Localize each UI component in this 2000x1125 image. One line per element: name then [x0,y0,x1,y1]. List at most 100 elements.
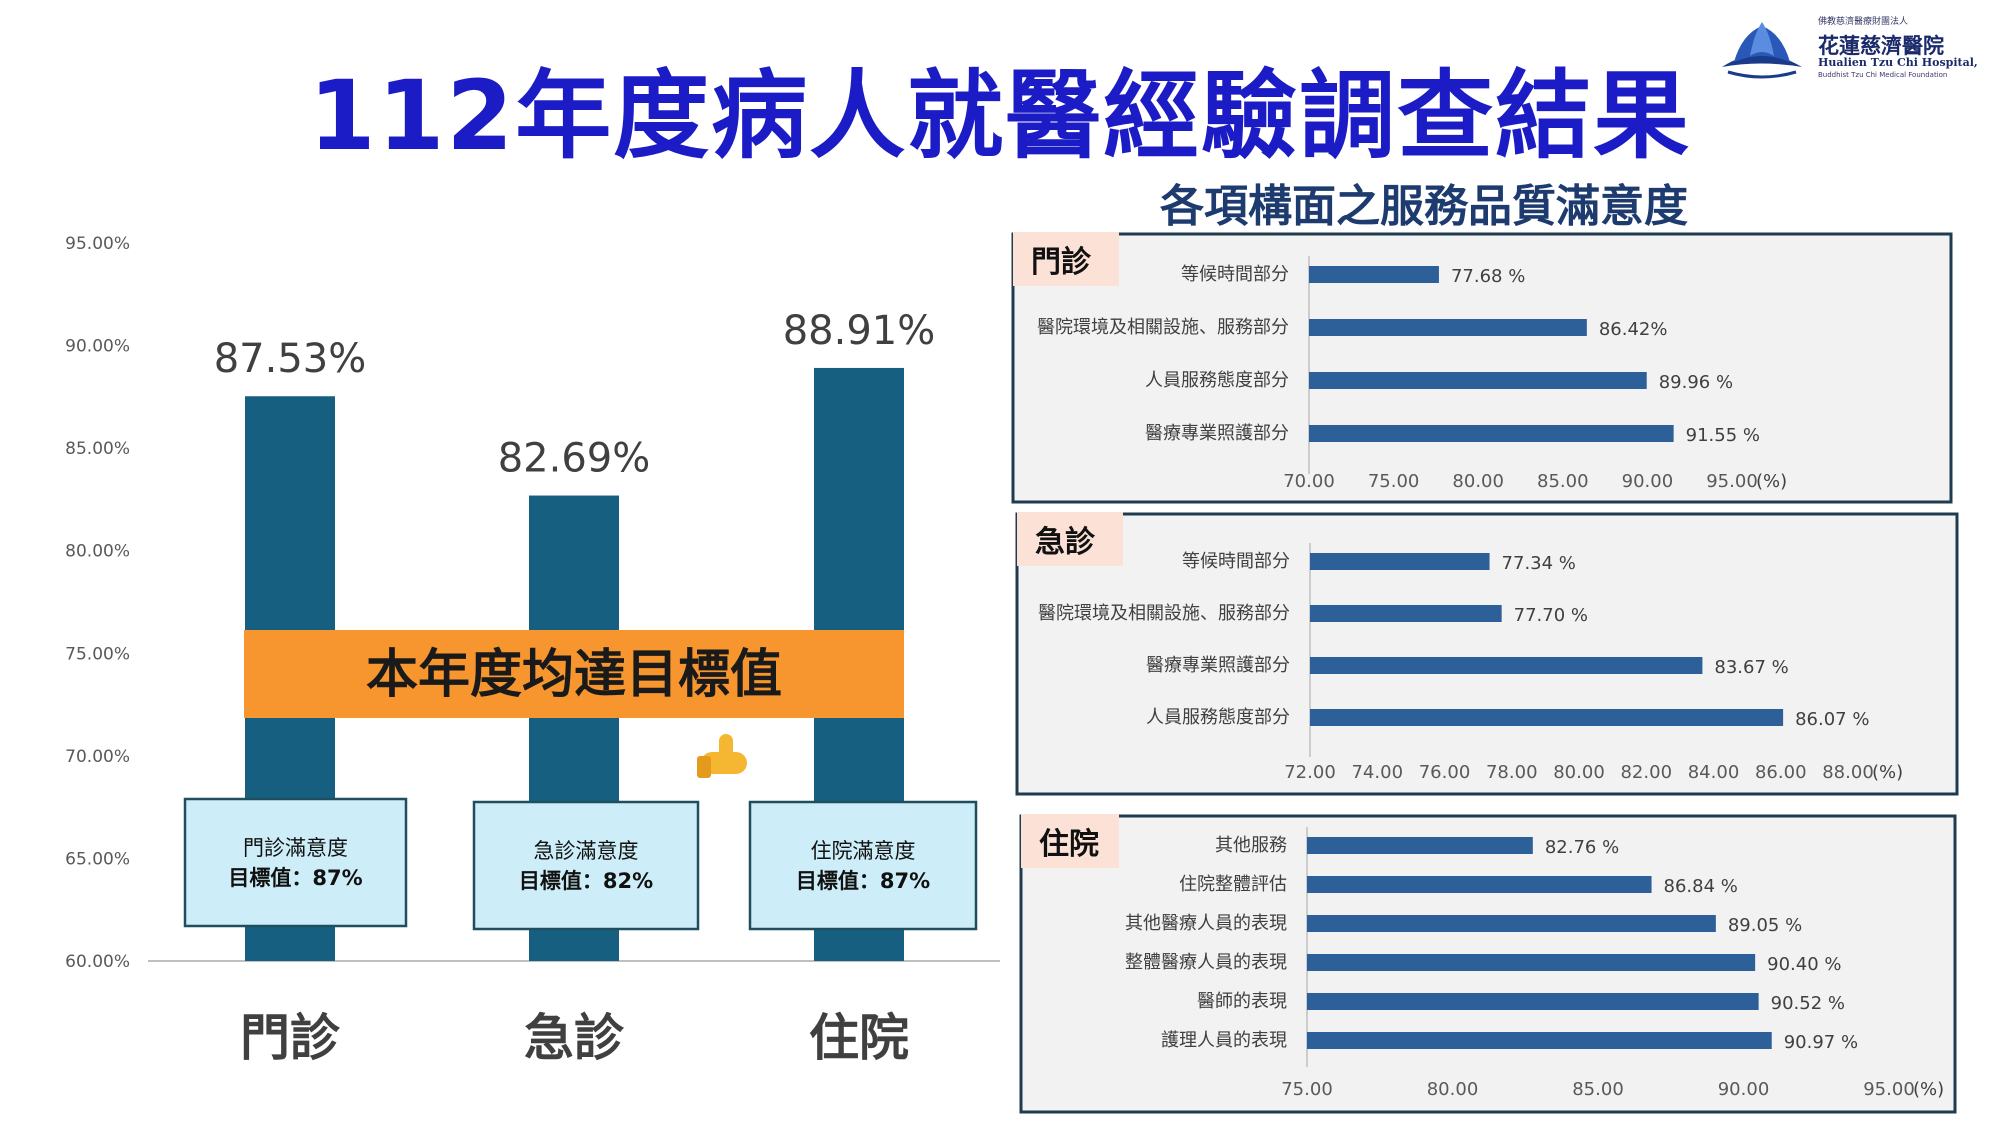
panel-x-tick-label: 70.00 [1283,471,1335,492]
panel-bar [1310,709,1784,726]
panel-value-label: 82.76 % [1545,837,1619,858]
panel-x-tick-label: 75.00 [1368,471,1420,492]
panel-unit-label: (%) [1756,471,1787,492]
panel-category-label: 護理人員的表現 [1161,1030,1287,1051]
page-title: 112年度病人就醫經驗調查結果 [308,60,1692,172]
panel-x-tick-label: 72.00 [1284,762,1336,783]
panel-bar [1307,993,1759,1010]
bar-value-label: 87.53% [214,336,367,382]
panel-x-tick-label: 76.00 [1419,762,1471,783]
panel-bar [1310,605,1502,622]
panel-bar [1309,266,1439,283]
panel-x-tick-label: 90.00 [1622,471,1674,492]
target-box-title: 門診滿意度 [243,836,348,860]
target-box-value: 目標值：87% [228,866,362,890]
y-tick-label: 60.00% [65,952,130,972]
panel-x-tick-label: 84.00 [1688,762,1740,783]
panel-category-label: 整體醫療人員的表現 [1125,952,1287,973]
panel-x-tick-label: 80.00 [1427,1079,1479,1100]
category-label: 門診 [240,1009,341,1067]
panel-x-tick-label: 95.00 [1863,1079,1915,1100]
panel-value-label: 90.40 % [1767,954,1841,975]
panel-category-label: 其他服務 [1215,835,1287,856]
panel-category-label: 等候時間部分 [1181,264,1289,285]
panel-unit-label: (%) [1913,1079,1944,1100]
panel-value-label: 86.42% [1599,319,1668,340]
logo-name-cn: 花蓮慈濟醫院 [1818,33,1944,58]
panel-bar [1309,319,1587,336]
panel-value-label: 90.52 % [1771,993,1845,1014]
panel-x-tick-label: 80.00 [1452,471,1504,492]
panel-bar [1307,876,1652,893]
panel-x-tick-label: 82.00 [1620,762,1672,783]
target-box-value: 目標值：82% [519,869,653,893]
panel-x-tick-label: 86.00 [1755,762,1807,783]
target-box-title: 急診滿意度 [534,839,639,863]
panel-bar [1307,915,1716,932]
panel-category-label: 醫療專業照護部分 [1146,655,1290,676]
panel-value-label: 91.55 % [1686,425,1760,446]
panel-bar [1307,837,1533,854]
panel-category-label: 等候時間部分 [1182,551,1290,572]
panel-category-label: 住院整體評估 [1179,874,1287,895]
panel-x-tick-label: 85.00 [1537,471,1589,492]
panel-unit-label: (%) [1872,762,1903,783]
panel-category-label: 醫院環境及相關設施、服務部分 [1037,317,1289,338]
y-tick-label: 85.00% [65,439,130,459]
panel-tab-label: 急診 [1035,525,1096,560]
panel-category-label: 醫院環境及相關設施、服務部分 [1038,603,1290,624]
panel-bar [1309,372,1647,389]
y-tick-label: 65.00% [65,849,130,869]
target-banner: 本年度均達目標值 [244,630,904,718]
panel-x-tick-label: 78.00 [1486,762,1538,783]
panel-x-tick-label: 80.00 [1553,762,1605,783]
panel-inpatient: 住院 其他服務 82.76 % 住院整體評估 86.84 % 其他醫療人員的表現 89.05… [1019,814,1957,1114]
panel-value-label: 77.70 % [1514,605,1588,626]
thumbs-up-icon [697,734,747,778]
panel-value-label: 86.84 % [1664,876,1738,897]
panel-value-label: 89.96 % [1659,372,1733,393]
panel-x-tick-label: 75.00 [1281,1079,1333,1100]
panel-bar [1307,954,1756,971]
target-banner-text: 本年度均達目標值 [366,645,782,705]
panel-value-label: 89.05 % [1728,915,1802,936]
y-tick-label: 70.00% [65,747,130,767]
dimension-panels: 門診等候時間部分 77.68 % 醫院環境及相關設施、服務部分 86.42% 人員服務態… [1011,232,1959,1114]
panel-bar [1310,657,1703,674]
panel-x-tick-label: 88.00 [1822,762,1874,783]
panel-bar [1307,1032,1772,1049]
category-label: 住院 [809,1009,909,1067]
y-tick-label: 80.00% [65,542,130,562]
y-tick-label: 90.00% [65,337,130,357]
panel-value-label: 77.34 % [1502,553,1576,574]
panel-tab-label: 門診 [1031,245,1092,280]
panel-heading: 各項構面之服務品質滿意度 [1160,181,1688,232]
panel-x-tick-label: 90.00 [1718,1079,1770,1100]
bar-value-label: 88.91% [783,308,936,354]
panel-category-label: 其他醫療人員的表現 [1125,913,1287,934]
bar-value-label: 82.69% [498,436,651,482]
panel-bar [1310,553,1490,570]
target-box-value: 目標值：87% [796,869,930,893]
panel-x-tick-label: 74.00 [1351,762,1403,783]
panel-value-label: 90.97 % [1784,1032,1858,1053]
panel-value-label: 77.68 % [1451,266,1525,287]
main-satisfaction-chart: 95.00% 90.00% 85.00% 80.00% 75.00% 70.00% 65.0… [65,234,1000,1067]
panel-value-label: 83.67 % [1714,657,1788,678]
panel-tab-label: 住院 [1039,827,1099,862]
panel-outpatient: 門診 等候時間部分 77.68 % 醫院環境及相關設施、服務部分 86.42% 人員服務態… [1011,232,1953,504]
hospital-logo [1722,22,1802,79]
y-tick-label: 75.00% [65,644,130,664]
logo-sub-en: Buddhist Tzu Chi Medical Foundation [1818,71,1948,79]
panel-category-label: 醫療專業照護部分 [1145,423,1289,444]
panel-x-tick-label: 85.00 [1572,1079,1624,1100]
panel-category-label: 人員服務態度部分 [1146,707,1290,728]
panel-category-label: 醫師的表現 [1197,991,1287,1012]
panel-bar [1309,425,1674,442]
category-label: 急診 [524,1009,625,1067]
y-tick-label: 95.00% [65,234,130,254]
